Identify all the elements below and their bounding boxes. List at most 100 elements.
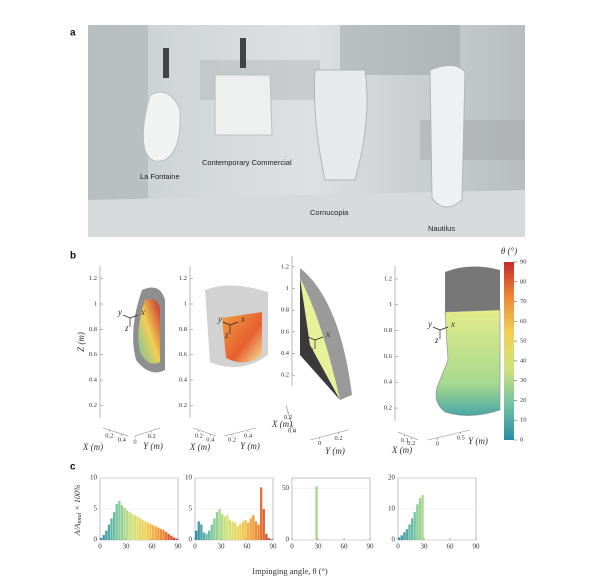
y-tick-label: 0 xyxy=(94,536,98,544)
x-tick-label: 30 xyxy=(421,543,429,551)
colorbar-tick-label: 50 xyxy=(520,338,527,345)
x-tick-label: 60 xyxy=(447,543,455,551)
x-tick-label: 90 xyxy=(367,543,375,551)
plot-frame xyxy=(291,477,371,541)
x-axis xyxy=(285,404,295,433)
y-tick-label: 0 xyxy=(189,536,193,544)
bar xyxy=(110,518,113,540)
bar xyxy=(202,532,206,540)
z-tick-label: 0.8 xyxy=(384,327,392,334)
frame-label: y xyxy=(302,329,307,339)
y-axis-label: Y (m) xyxy=(468,436,488,446)
bar xyxy=(105,530,108,540)
bar xyxy=(416,504,419,540)
colorbar xyxy=(504,262,514,440)
bar xyxy=(241,521,245,540)
x-tick-label: 90 xyxy=(473,543,481,551)
bar xyxy=(408,524,411,540)
frame-axis xyxy=(229,321,239,326)
z-tick-label: 1.2 xyxy=(281,263,289,270)
frame-label: y xyxy=(217,314,222,324)
colorbar-tick-label: 90 xyxy=(520,258,527,265)
x-tick-label: 90 xyxy=(175,543,183,551)
x-axis xyxy=(397,431,419,441)
bar xyxy=(260,487,263,540)
bar xyxy=(123,507,126,540)
colorbar-tick-label: 70 xyxy=(520,298,527,305)
frame-label: x xyxy=(240,314,245,324)
caption: Contemporary Commercial xyxy=(202,158,292,167)
photo xyxy=(88,25,525,237)
bar xyxy=(213,518,216,540)
bar xyxy=(267,538,271,540)
bar xyxy=(244,520,247,540)
bar xyxy=(175,538,178,540)
bar xyxy=(162,530,165,540)
bar xyxy=(107,524,111,540)
x-tick-label: 0 xyxy=(290,543,294,551)
x-tick-label: 0.4 xyxy=(288,428,297,435)
z-tick-label: 1 xyxy=(286,285,289,292)
x-axis-label: X (m) xyxy=(82,442,103,452)
z-tick-label: 1 xyxy=(184,300,187,307)
frame-label: y xyxy=(427,319,432,329)
colorbar-tick-label: 30 xyxy=(520,377,527,384)
x-tick-label: 0.4 xyxy=(206,436,215,443)
z-tick-label: 0.6 xyxy=(384,353,393,360)
x-tick-label: 0.2 xyxy=(284,414,292,421)
z-tick-label: 1.2 xyxy=(384,275,392,282)
bar xyxy=(157,527,160,540)
y-tick-label: 5 xyxy=(189,505,193,513)
panel-label: c xyxy=(70,462,76,473)
z-tick-label: 0.6 xyxy=(281,328,290,335)
colorbar-tick-label: 80 xyxy=(520,278,527,285)
caption: La Fontaine xyxy=(140,172,180,181)
y-tick-label: 0 xyxy=(318,440,321,447)
frame-axis xyxy=(122,314,131,319)
x-axis xyxy=(102,427,129,437)
x-tick-label: 0.2 xyxy=(195,432,203,439)
bar xyxy=(215,512,219,540)
y-tick-label: 0.2 xyxy=(148,433,156,440)
bar xyxy=(118,500,121,540)
y-axis-label: Y (m) xyxy=(143,441,163,451)
bar xyxy=(126,510,129,540)
colorbar-tick-label: 0 xyxy=(520,436,523,443)
y-tick-label: 20 xyxy=(388,474,396,482)
bar xyxy=(218,509,221,540)
bar xyxy=(226,515,229,540)
z-tick-label: 0.6 xyxy=(179,351,188,358)
colorbar-tick-label: 10 xyxy=(520,417,527,424)
frame-label: z xyxy=(434,335,439,345)
z-tick-label: 0.8 xyxy=(89,326,97,333)
x-axis-label: X (m) xyxy=(391,445,412,455)
frame-axis xyxy=(432,326,441,331)
y-axis-label: Y (m) xyxy=(240,441,260,451)
y-axis xyxy=(134,427,161,437)
bar xyxy=(152,525,155,540)
bar xyxy=(231,521,234,540)
bar xyxy=(252,515,255,540)
z-tick-label: 0.8 xyxy=(179,326,187,333)
bar xyxy=(223,516,226,540)
bar xyxy=(200,524,203,540)
x-tick-label: 0.2 xyxy=(105,432,113,439)
y-axis-label: Y (m) xyxy=(325,446,345,456)
y-axis xyxy=(223,427,257,437)
frame-axis xyxy=(314,336,324,341)
z-axis-label: Z (m) xyxy=(76,332,86,352)
bar xyxy=(100,538,103,540)
x-tick-label: 0 xyxy=(396,543,400,551)
bar xyxy=(113,512,116,540)
bar xyxy=(139,518,142,540)
bar xyxy=(315,486,318,540)
panel-label: b xyxy=(70,251,76,262)
z-tick-label: 0.8 xyxy=(281,307,289,314)
y-label-rest: × 100% xyxy=(73,484,82,512)
bar xyxy=(205,533,208,540)
bar xyxy=(400,535,403,540)
colorbar-tick-label: 60 xyxy=(520,318,527,325)
z-tick-label: 1 xyxy=(94,300,97,307)
bar xyxy=(131,513,134,540)
bar xyxy=(413,512,416,540)
